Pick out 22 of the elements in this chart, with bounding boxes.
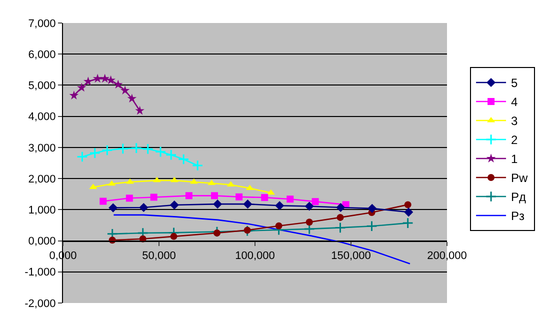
x-tick-label: 100,000 bbox=[235, 250, 275, 262]
legend-label: 5 bbox=[511, 76, 518, 90]
y-tick-label: -2,000 bbox=[24, 298, 56, 310]
y-tick-label: 7,000 bbox=[28, 18, 56, 30]
y-tick-label: -1,000 bbox=[24, 266, 56, 279]
legend-label: Pw bbox=[511, 171, 528, 186]
legend-label: 1 bbox=[511, 152, 518, 166]
legend-label: 2 bbox=[511, 133, 518, 148]
legend-label: Pз bbox=[511, 209, 526, 224]
y-tick-label: 1,000 bbox=[28, 204, 56, 217]
y-tick-label: 6,000 bbox=[28, 48, 56, 61]
y-tick-label: 4,000 bbox=[28, 111, 56, 124]
legend-label: 4 bbox=[511, 95, 518, 110]
x-tick-label: 150,000 bbox=[331, 250, 371, 262]
y-tick-label: 0,000 bbox=[28, 236, 56, 248]
y-tick-label: 2,000 bbox=[28, 173, 56, 186]
legend-label: Pд bbox=[511, 190, 526, 204]
y-tick-label: 5,000 bbox=[28, 80, 56, 92]
x-tick-label: 200,000 bbox=[427, 250, 467, 262]
y-tick-label: 3,000 bbox=[28, 142, 56, 154]
legend-label: 3 bbox=[511, 114, 518, 128]
x-tick-label: 50,000 bbox=[142, 250, 176, 262]
